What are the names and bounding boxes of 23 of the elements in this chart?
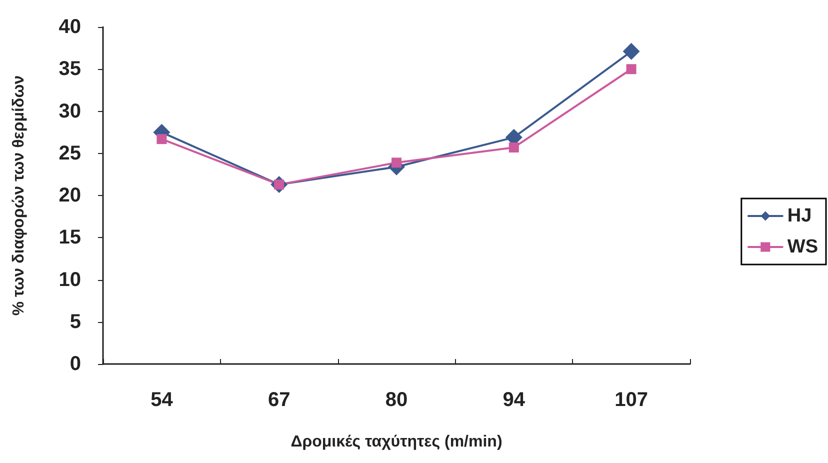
y-tick-label: 25 <box>58 142 81 164</box>
x-tick-label: 107 <box>614 389 648 411</box>
y-tick-label: 35 <box>58 58 81 80</box>
x-tick-label: 94 <box>502 389 526 411</box>
y-tick-label: 10 <box>58 268 81 291</box>
y-axis-title: % των διαφορών των θερμίδων <box>10 75 28 316</box>
point <box>626 64 636 74</box>
y-tick-label: 0 <box>70 353 81 375</box>
legend-label: HJ <box>787 206 812 226</box>
y-tick-label: 15 <box>58 226 81 249</box>
x-tick-label: 67 <box>268 389 290 411</box>
y-tick-label: 5 <box>70 310 81 333</box>
y-tick-label: 20 <box>58 184 81 206</box>
x-tick-label: 80 <box>385 389 408 411</box>
y-tick-label: 30 <box>58 100 81 122</box>
x-tick-label: 54 <box>150 389 174 411</box>
point <box>156 134 167 144</box>
point <box>508 142 519 152</box>
legend-label: WS <box>787 236 818 258</box>
y-tick-label: 40 <box>58 16 81 38</box>
x-axis-title: Δρομικές ταχύτητες (m/min) <box>290 434 502 450</box>
point <box>392 158 402 168</box>
point <box>622 42 640 60</box>
